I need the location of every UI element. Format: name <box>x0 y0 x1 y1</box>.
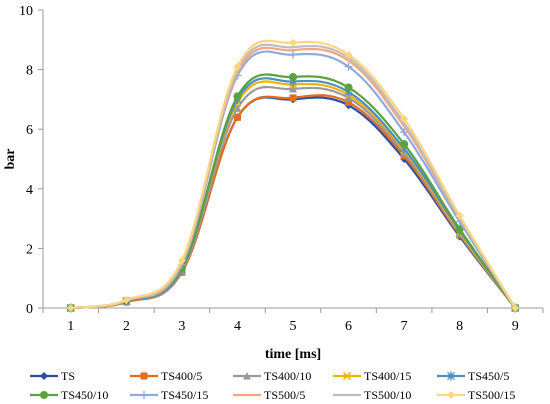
data-point-ts450-15 <box>400 128 409 137</box>
legend-item-ts500-15: TS500/15 <box>437 388 515 402</box>
y-tick-label: 8 <box>26 64 33 79</box>
x-tick-label: 5 <box>290 319 297 334</box>
data-point-ts400-10 <box>233 104 242 112</box>
legend-label: TS450/5 <box>468 369 509 383</box>
series-ts400-10 <box>66 84 520 312</box>
data-point-ts500-15 <box>400 114 409 123</box>
data-point-ts500-15 <box>233 62 242 71</box>
legend-item-ts400-5: TS400/5 <box>130 369 202 383</box>
data-point-ts450-10 <box>455 225 464 234</box>
y-tick-label: 4 <box>26 183 33 198</box>
data-point-ts500-15 <box>66 304 75 312</box>
legend-label: TS450/15 <box>161 388 208 402</box>
legend-label: TS500/10 <box>364 388 411 402</box>
data-point-ts400-5 <box>233 113 241 121</box>
data-point-ts450-15 <box>344 62 353 71</box>
series-ts500-15 <box>66 38 520 312</box>
legend-marker <box>447 391 455 399</box>
x-axis-title: time [ms] <box>265 347 321 362</box>
legend-marker <box>40 391 48 399</box>
legend-item-ts400-10: TS400/10 <box>233 369 311 383</box>
series-line-ts450-5 <box>70 77 517 310</box>
legend-item-ts500-5: TS500/5 <box>233 388 305 402</box>
x-tick-label: 1 <box>67 319 74 334</box>
y-tick-label: 6 <box>26 123 33 138</box>
legend-marker <box>140 372 148 380</box>
data-point-ts400-10 <box>289 84 297 93</box>
chart-legend: TS TS400/5 TS400/10 TS400/15 TS450/5 TS450/10… <box>30 369 515 402</box>
legend-label: TS400/10 <box>264 369 311 383</box>
legend-label: TS500/5 <box>264 388 305 402</box>
legend-marker <box>243 372 251 380</box>
series-layer <box>66 38 520 313</box>
data-point-ts400-5 <box>289 94 297 102</box>
legend-marker <box>447 371 455 381</box>
legend-item-ts400-15: TS400/15 <box>333 369 411 383</box>
data-point-ts500-15 <box>122 295 131 304</box>
series-ts450-10 <box>66 73 520 312</box>
data-point-ts500-15 <box>177 256 186 265</box>
x-tick-label: 3 <box>178 319 185 334</box>
legend-marker <box>140 391 148 399</box>
data-point-ts450-10 <box>289 73 297 82</box>
legend-label: TS450/10 <box>61 388 108 402</box>
y-tick-label: 10 <box>19 4 33 19</box>
data-point-ts500-15 <box>289 38 297 47</box>
y-tick-label: 2 <box>26 242 33 257</box>
series-ts400-15 <box>66 80 520 313</box>
x-tick-label: 6 <box>345 319 352 334</box>
x-tick-label: 9 <box>512 319 519 334</box>
legend-marker <box>342 371 352 381</box>
legend-item-ts450-5: TS450/5 <box>437 369 509 383</box>
legend-item-ts500-10: TS500/10 <box>333 388 411 402</box>
legend-label: TS <box>61 369 75 383</box>
y-tick-label: 0 <box>26 302 33 317</box>
series-ts450-5 <box>66 77 520 313</box>
legend-marker <box>40 372 48 380</box>
data-point-ts500-15 <box>344 50 353 59</box>
data-point-ts400-5 <box>345 98 353 106</box>
data-point-ts450-10 <box>344 83 353 92</box>
legend-item-ts: TS <box>30 369 75 383</box>
legend-label: TS400/15 <box>364 369 411 383</box>
data-point-ts450-10 <box>400 140 409 149</box>
x-tick-label: 8 <box>456 319 463 334</box>
x-tick-label: 7 <box>401 319 408 334</box>
series-line-ts450-10 <box>70 73 517 310</box>
x-tick-label: 2 <box>123 319 130 334</box>
legend-label: TS400/5 <box>161 369 202 383</box>
data-point-ts450-10 <box>233 92 242 101</box>
data-point-ts500-15 <box>455 211 464 220</box>
x-tick-label: 4 <box>234 319 241 334</box>
data-point-ts500-15 <box>511 304 520 312</box>
data-point-ts450-15 <box>289 50 297 59</box>
legend-item-ts450-10: TS450/10 <box>30 388 108 402</box>
legend-item-ts450-15: TS450/15 <box>130 388 208 402</box>
y-axis-title: bar <box>3 149 18 170</box>
legend-label: TS500/15 <box>468 388 515 402</box>
data-point-ts400-10 <box>344 93 353 102</box>
